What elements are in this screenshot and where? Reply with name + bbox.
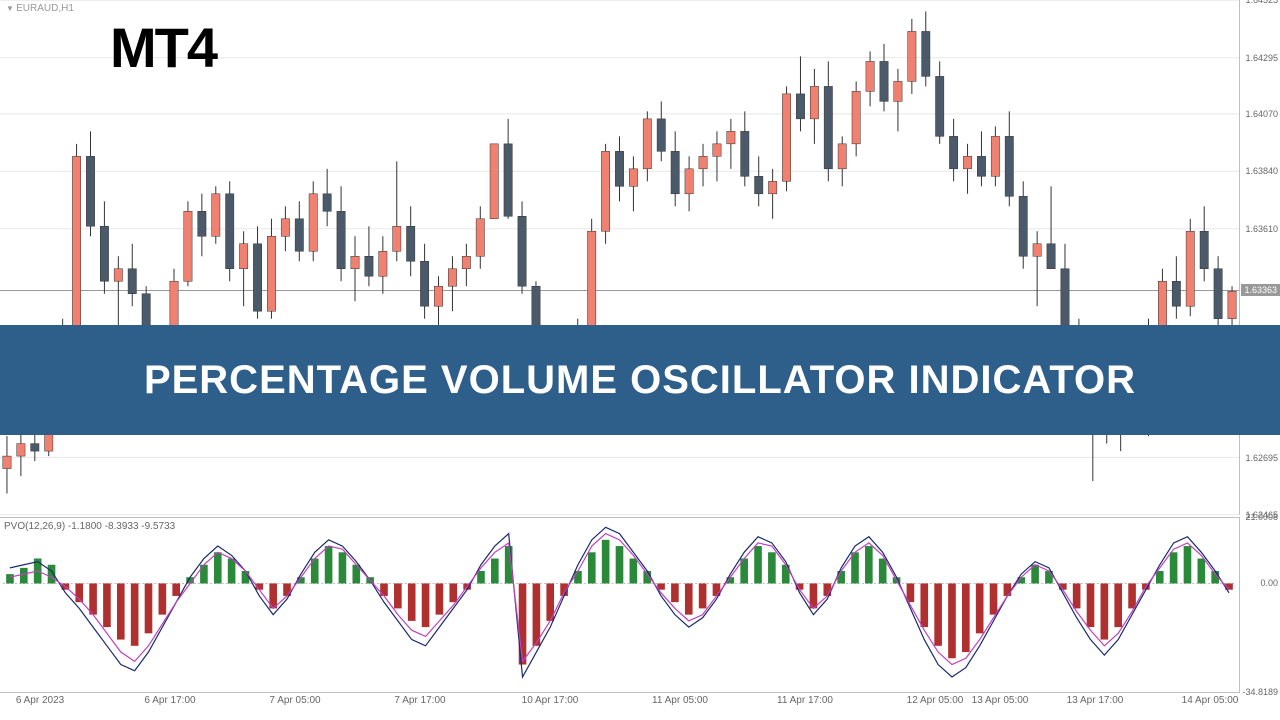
pvo-label: PVO(12,26,9) -1.1800 -8.3933 -9.5733	[4, 521, 175, 532]
symbol-label: EURAUD,H1	[6, 3, 74, 14]
title-banner: PERCENTAGE VOLUME OSCILLATOR INDICATOR	[0, 325, 1280, 435]
pvo-axis: 21.00080.00-34.8189	[1240, 517, 1280, 692]
banner-text: PERCENTAGE VOLUME OSCILLATOR INDICATOR	[144, 358, 1136, 403]
mt4-title: MT4	[110, 15, 216, 80]
chart-container: EURAUD,H1 1.645251.642951.640701.638401.…	[0, 0, 1280, 720]
pvo-svg	[0, 518, 1239, 692]
pvo-oscillator-chart[interactable]: PVO(12,26,9) -1.1800 -8.3933 -9.5733	[0, 517, 1240, 692]
time-axis: 6 Apr 20236 Apr 17:007 Apr 05:007 Apr 17…	[0, 692, 1240, 720]
price-axis: 1.645251.642951.640701.638401.636101.631…	[1240, 0, 1280, 515]
